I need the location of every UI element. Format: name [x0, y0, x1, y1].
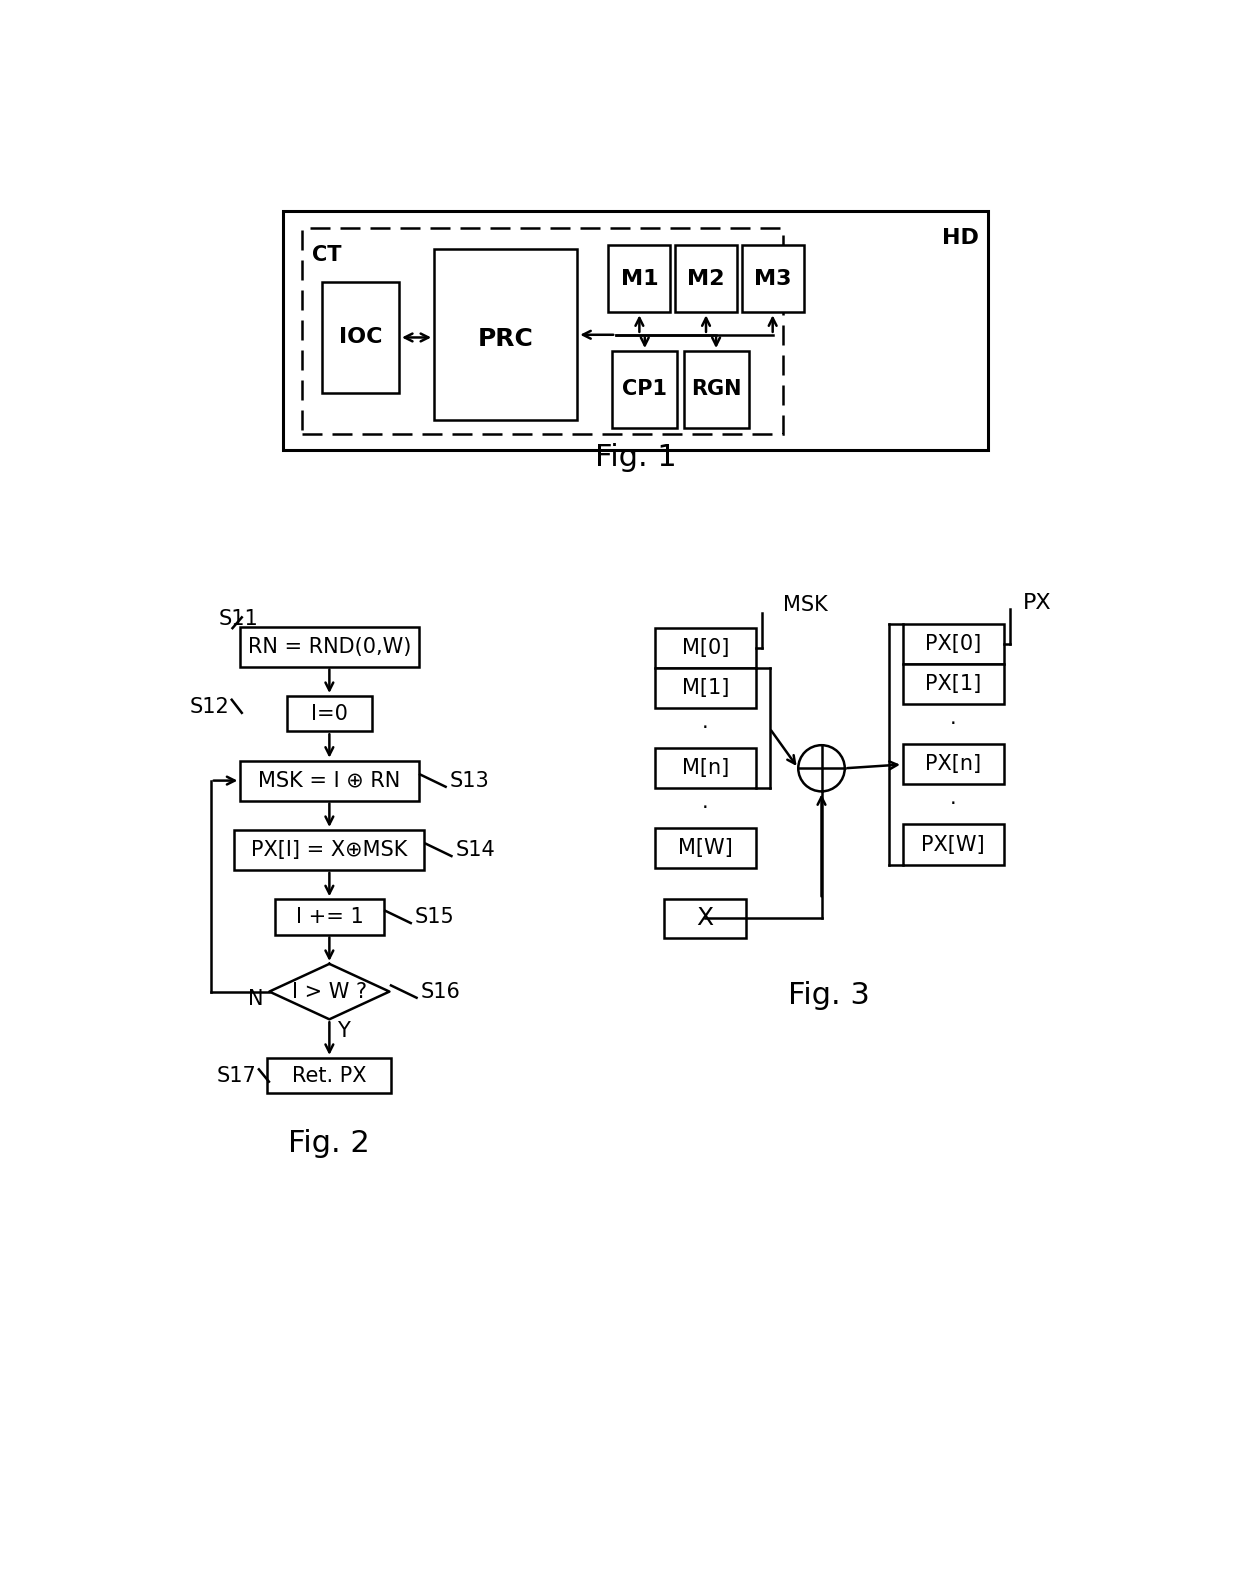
Text: PX[1]: PX[1] — [925, 675, 981, 694]
Text: Fig. 3: Fig. 3 — [789, 981, 870, 1009]
FancyBboxPatch shape — [283, 211, 988, 449]
Text: Fig. 1: Fig. 1 — [595, 443, 676, 472]
Text: PRC: PRC — [477, 326, 533, 350]
FancyBboxPatch shape — [655, 628, 755, 669]
Text: PX[W]: PX[W] — [921, 834, 985, 855]
Text: HD: HD — [942, 227, 978, 248]
Text: Y: Y — [337, 1020, 350, 1041]
Text: IOC: IOC — [339, 328, 382, 347]
Text: M[W]: M[W] — [678, 839, 733, 858]
FancyBboxPatch shape — [665, 899, 745, 938]
FancyBboxPatch shape — [234, 830, 424, 871]
Text: I > W ?: I > W ? — [291, 981, 367, 1001]
Text: Fig. 2: Fig. 2 — [289, 1129, 371, 1158]
Text: CP1: CP1 — [622, 380, 667, 399]
FancyBboxPatch shape — [903, 664, 1003, 705]
Text: MSK: MSK — [782, 595, 827, 615]
Text: I=0: I=0 — [311, 703, 347, 724]
Text: M2: M2 — [687, 268, 724, 289]
Text: S17: S17 — [217, 1066, 257, 1085]
FancyBboxPatch shape — [675, 244, 737, 312]
FancyBboxPatch shape — [275, 899, 383, 935]
Text: PX: PX — [1023, 593, 1052, 613]
Text: ⋅: ⋅ — [702, 798, 708, 818]
FancyBboxPatch shape — [655, 747, 755, 788]
Text: PX[n]: PX[n] — [925, 754, 981, 774]
Text: MSK = I ⊕ RN: MSK = I ⊕ RN — [258, 771, 401, 790]
Text: X: X — [697, 907, 713, 930]
Polygon shape — [269, 964, 389, 1019]
Text: I += 1: I += 1 — [295, 907, 363, 927]
FancyBboxPatch shape — [903, 624, 1003, 664]
FancyBboxPatch shape — [268, 1058, 392, 1093]
FancyBboxPatch shape — [613, 352, 677, 427]
Text: PX[0]: PX[0] — [925, 634, 981, 654]
Text: ⋅: ⋅ — [950, 795, 956, 814]
FancyBboxPatch shape — [903, 744, 1003, 784]
Text: Ret. PX: Ret. PX — [293, 1066, 367, 1085]
FancyBboxPatch shape — [903, 825, 1003, 864]
Text: M[n]: M[n] — [682, 759, 729, 779]
Text: PX[I] = X⊕MSK: PX[I] = X⊕MSK — [252, 841, 408, 859]
Text: S13: S13 — [449, 771, 490, 790]
Text: M[1]: M[1] — [682, 678, 729, 699]
FancyBboxPatch shape — [303, 227, 782, 434]
FancyBboxPatch shape — [241, 626, 419, 667]
Text: RN = RND(0,W): RN = RND(0,W) — [248, 637, 412, 656]
Text: S15: S15 — [414, 907, 454, 927]
FancyBboxPatch shape — [609, 244, 671, 312]
Text: M[0]: M[0] — [682, 639, 729, 658]
FancyBboxPatch shape — [434, 249, 578, 419]
Text: ⋅: ⋅ — [702, 718, 708, 738]
Text: S16: S16 — [420, 981, 460, 1001]
Text: S12: S12 — [190, 697, 229, 716]
FancyBboxPatch shape — [655, 669, 755, 708]
Text: N: N — [248, 989, 263, 1009]
FancyBboxPatch shape — [321, 282, 399, 393]
FancyBboxPatch shape — [241, 760, 419, 801]
Text: S14: S14 — [455, 841, 495, 859]
Text: M3: M3 — [754, 268, 791, 289]
FancyBboxPatch shape — [683, 352, 749, 427]
FancyBboxPatch shape — [742, 244, 804, 312]
Text: S11: S11 — [218, 609, 258, 629]
Text: CT: CT — [311, 244, 341, 265]
Text: M1: M1 — [620, 268, 658, 289]
FancyBboxPatch shape — [655, 828, 755, 869]
Text: RGN: RGN — [691, 380, 742, 399]
Text: ⋅: ⋅ — [950, 714, 956, 735]
FancyBboxPatch shape — [286, 695, 372, 732]
